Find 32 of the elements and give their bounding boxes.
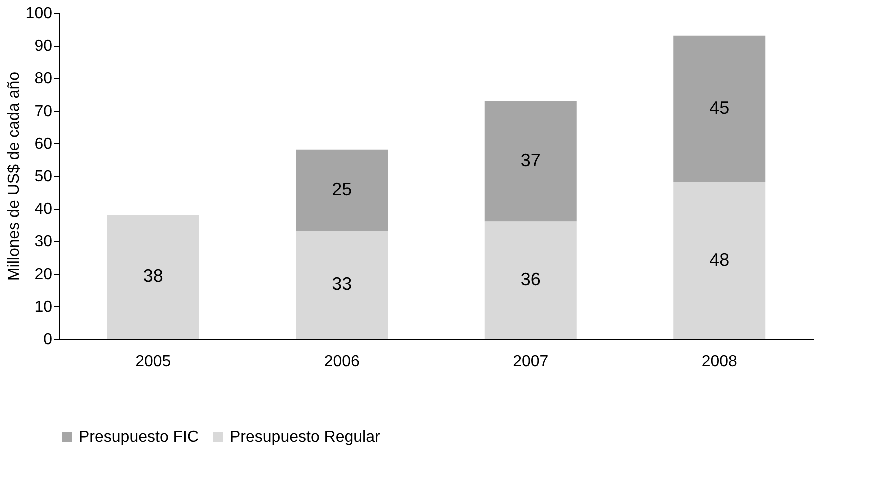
data-label: 25	[332, 180, 352, 200]
bar	[296, 150, 388, 232]
data-label: 48	[710, 250, 730, 270]
y-tick-label: 10	[34, 298, 53, 316]
x-tick-label: 2008	[702, 354, 738, 370]
y-tick-label: 50	[34, 168, 53, 186]
y-tick-label: 90	[34, 38, 53, 56]
y-tick-label: 20	[34, 266, 53, 284]
x-tick-label: 2007	[513, 354, 549, 370]
bar	[107, 215, 200, 339]
legend-label: Presupuesto FIC	[79, 429, 200, 446]
bar	[674, 36, 766, 183]
y-tick-label: 40	[34, 201, 53, 218]
data-label: 45	[710, 98, 730, 118]
y-axis-title: Millones de US$ de cada año	[6, 72, 23, 282]
bar	[484, 101, 577, 222]
x-tick-label: 2006	[324, 354, 360, 370]
y-tick-label: 70	[34, 103, 53, 120]
y-tick-label: 0	[44, 332, 53, 348]
x-tick-label: 2005	[136, 354, 172, 370]
y-tick-label: 80	[34, 70, 53, 88]
data-label: 33	[332, 274, 352, 294]
y-tick-label: 100	[26, 6, 53, 22]
bar	[484, 222, 577, 339]
bar	[674, 182, 766, 339]
data-label: 37	[520, 150, 541, 170]
y-tick-label: 30	[34, 234, 53, 251]
y-tick-label: 60	[34, 136, 53, 153]
bar	[296, 231, 388, 339]
legend-label: Presupuesto Regular	[230, 429, 381, 446]
data-label: 36	[520, 269, 541, 290]
data-label: 38	[143, 266, 164, 286]
